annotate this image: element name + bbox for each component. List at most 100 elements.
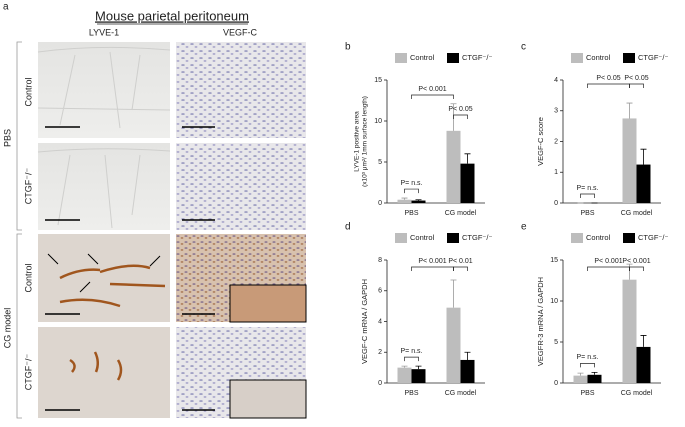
significance-bracket xyxy=(453,266,468,271)
error-bar xyxy=(450,279,457,308)
y-tick-label: 4 xyxy=(378,318,382,325)
micrograph xyxy=(176,42,306,138)
bar xyxy=(622,279,637,383)
legend-swatch xyxy=(447,53,459,63)
panel-label: d xyxy=(345,222,351,233)
bar xyxy=(411,369,426,383)
y-tick-label: 0 xyxy=(378,380,382,387)
scale-bars xyxy=(45,126,215,411)
legend-label: Control xyxy=(586,53,611,62)
bar xyxy=(460,359,475,383)
lymphatic-vessel xyxy=(59,264,166,308)
legend-label: Control xyxy=(586,233,611,242)
x-tick-label: PBS xyxy=(404,390,418,397)
significance-label: P< 0.001 xyxy=(622,258,650,265)
row-label: Control xyxy=(23,77,33,106)
y-tick-label: 10 xyxy=(374,118,382,125)
legend-swatch xyxy=(571,53,583,63)
row-label: Control xyxy=(23,263,33,292)
y-tick-label: 0 xyxy=(554,380,558,387)
y-tick-label: 2 xyxy=(554,138,558,145)
y-tick-label: 1 xyxy=(554,169,558,176)
y-axis-label: VEGF-C score xyxy=(536,117,545,166)
bar xyxy=(397,199,412,203)
x-tick-label: PBS xyxy=(580,210,594,217)
significance-label: P< 0.001 xyxy=(418,258,446,265)
row-label: CTGF⁻/⁻ xyxy=(23,168,33,205)
lymphatic-vessel xyxy=(69,351,123,381)
tissue-texture xyxy=(37,46,171,129)
y-tick-label: 3 xyxy=(554,108,558,115)
error-bar xyxy=(415,365,422,370)
error-bar xyxy=(415,199,422,201)
significance-label: P< 0.05 xyxy=(448,106,472,113)
error-bar xyxy=(640,335,647,347)
y-axis-label: (x10³ μm²/ 1mm surface length) xyxy=(362,96,369,187)
y-tick-label: 5 xyxy=(378,159,382,166)
panel-a: a Mouse parietal peritoneum LYVE-1 VEGF-… xyxy=(2,2,307,419)
inset xyxy=(229,379,307,419)
significance-bracket xyxy=(411,266,454,271)
y-axis-label: VEGF-C mRNA / GAPDH xyxy=(360,279,369,364)
error-bar xyxy=(464,351,471,360)
significance-bracket xyxy=(629,83,644,88)
panel-label: e xyxy=(521,222,527,233)
tissue-texture xyxy=(37,148,171,229)
legend-label: Control xyxy=(410,233,435,242)
bar xyxy=(573,375,588,383)
y-tick-label: 8 xyxy=(378,257,382,264)
legend-swatch xyxy=(623,233,635,243)
micrograph xyxy=(38,143,170,230)
error-bar xyxy=(640,148,647,165)
y-tick-label: 0 xyxy=(554,200,558,207)
legend-swatch xyxy=(571,233,583,243)
significance-bracket xyxy=(404,356,419,362)
micrograph xyxy=(38,234,170,322)
y-axis-label: VEGFR-3 mRNA / GAPDH xyxy=(536,277,545,366)
error-bar xyxy=(626,263,633,280)
legend-swatch xyxy=(395,233,407,243)
group-label: CG model xyxy=(2,308,12,349)
significance-label: P< 0.01 xyxy=(448,258,472,265)
legend-label: CTGF⁻/⁻ xyxy=(638,53,668,62)
panel-label: a xyxy=(3,2,9,13)
row-label: CTGF⁻/⁻ xyxy=(23,354,33,391)
error-bar xyxy=(401,197,408,200)
legend-swatch xyxy=(447,233,459,243)
micrograph xyxy=(38,42,170,138)
significance-label: P= n.s. xyxy=(577,354,599,361)
significance-bracket xyxy=(580,362,595,368)
x-tick-label: PBS xyxy=(404,210,418,217)
significance-bracket xyxy=(453,114,468,119)
y-tick-label: 2 xyxy=(378,349,382,356)
group-label: PBS xyxy=(2,129,12,147)
legend-swatch xyxy=(395,53,407,63)
column-label: LYVE-1 xyxy=(89,27,119,37)
arrow xyxy=(47,253,161,293)
significance-label: P= n.s. xyxy=(577,185,599,192)
y-tick-label: 6 xyxy=(378,288,382,295)
legend-label: CTGF⁻/⁻ xyxy=(638,233,668,242)
bar xyxy=(622,118,637,203)
significance-bracket xyxy=(587,266,630,271)
y-axis-label: LYVE-1 positive area xyxy=(354,111,361,172)
significance-bracket xyxy=(587,83,630,88)
x-tick-label: CG model xyxy=(445,210,477,217)
x-tick-label: PBS xyxy=(580,390,594,397)
x-tick-label: CG model xyxy=(621,390,653,397)
legend-label: CTGF⁻/⁻ xyxy=(462,53,492,62)
x-tick-label: CG model xyxy=(445,390,477,397)
significance-bracket xyxy=(404,188,419,194)
bar xyxy=(397,367,412,383)
legend-label: Control xyxy=(410,53,435,62)
error-bar xyxy=(401,365,408,368)
significance-bracket xyxy=(629,266,644,271)
panel-label: c xyxy=(521,42,526,53)
panel-label: b xyxy=(345,42,351,53)
bar xyxy=(460,163,475,203)
error-bar xyxy=(591,371,598,375)
significance-bracket xyxy=(580,193,595,198)
significance-label: P< 0.05 xyxy=(596,75,620,82)
panel-title: Mouse parietal peritoneum xyxy=(95,8,249,23)
significance-bracket xyxy=(411,94,454,99)
